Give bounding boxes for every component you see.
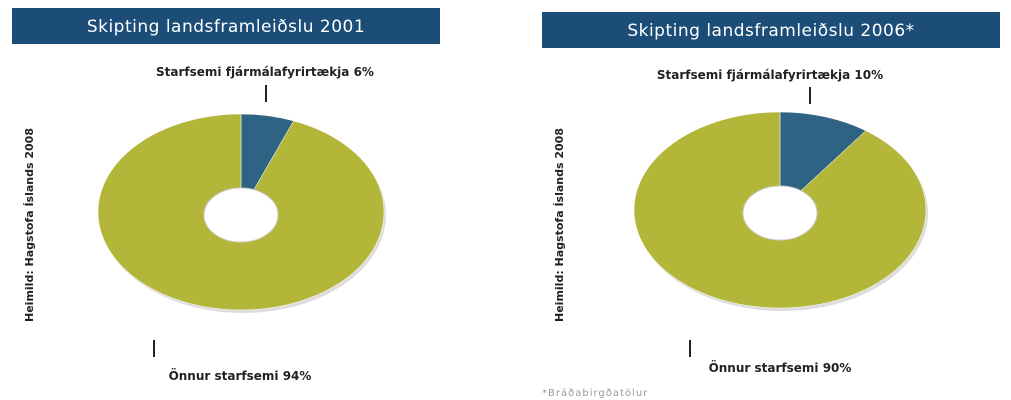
title-bar (542, 12, 1000, 48)
pie-hole (742, 185, 818, 241)
pie-slice (779, 111, 867, 211)
category-name: Önnur starfsemi (709, 360, 819, 375)
pie-hole (203, 187, 279, 243)
data-label: Starfsemi fjármálafyrirtækja 6% (156, 65, 374, 79)
title-bar (12, 8, 440, 44)
category-name: Starfsemi fjármálafyrirtækja (156, 65, 349, 79)
value-label: 6% (354, 65, 374, 79)
source: Heimild: Hagstofa Íslands 2008 (553, 128, 566, 322)
footnote: *Bráðabirgðatölur (542, 387, 648, 399)
category-name: Önnur starfsemi (169, 368, 279, 383)
data-label: Starfsemi fjármálafyrirtækja 10% (657, 68, 883, 82)
data-label: Önnur starfsemi 94% (169, 368, 312, 383)
value-label: 10% (854, 68, 883, 82)
value-label: 94% (283, 369, 312, 383)
data-label: Önnur starfsemi 90% (709, 360, 852, 375)
category-name: Starfsemi fjármálafyrirtækja (657, 68, 850, 82)
chart-title: Skipting landsframleiðslu 2006* (627, 21, 914, 41)
source: Heimild: Hagstofa Íslands 2008 (23, 128, 36, 322)
chart-title: Skipting landsframleiðslu 2001 (87, 17, 365, 37)
value-label: 90% (823, 361, 852, 375)
